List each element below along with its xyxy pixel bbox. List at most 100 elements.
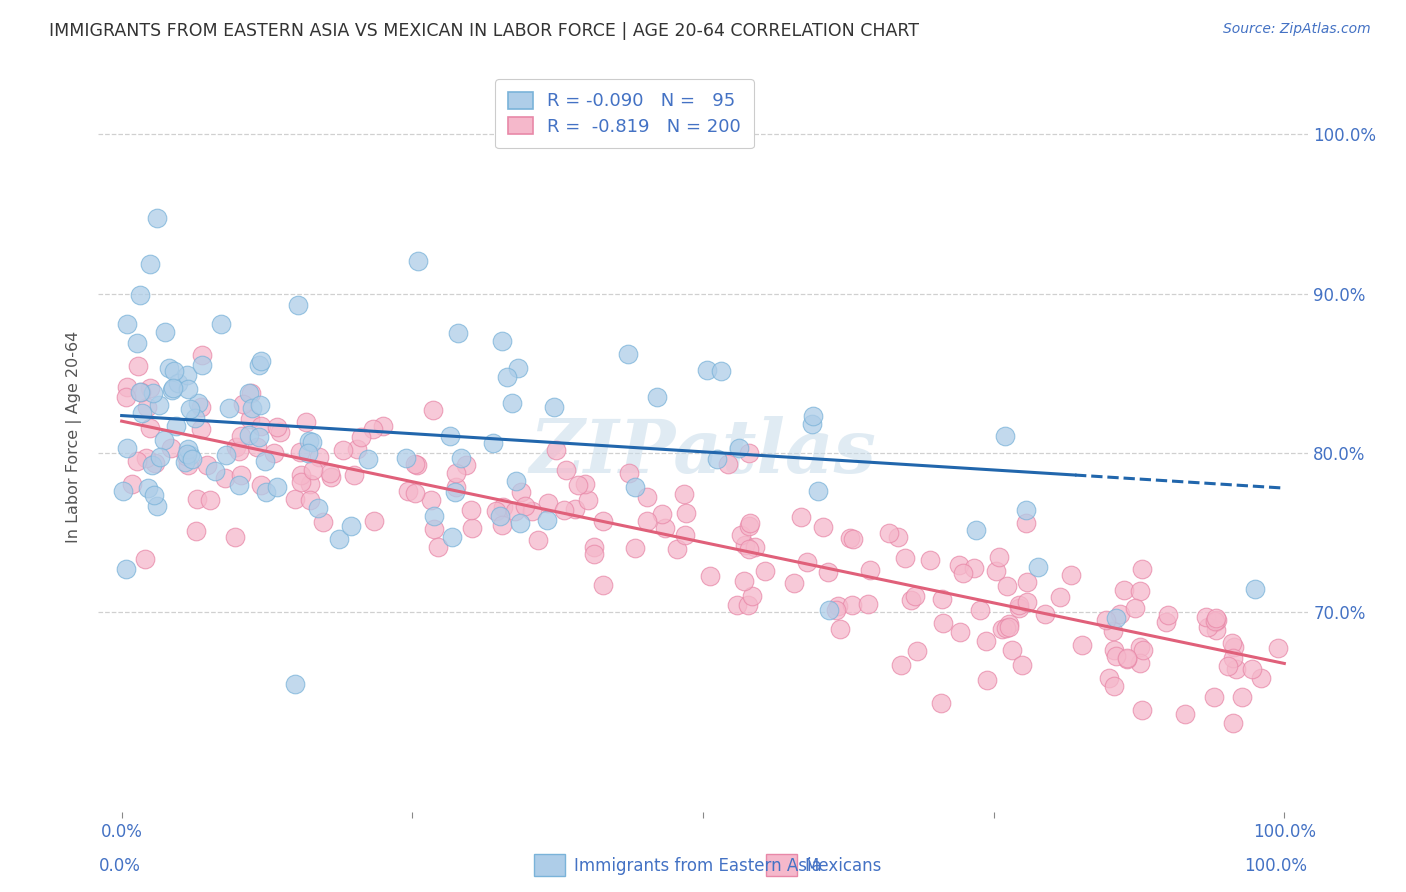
Point	[783, 575, 806, 590]
Point	[1222, 640, 1244, 654]
Point	[965, 523, 987, 537]
Point	[115, 442, 138, 456]
Point	[115, 318, 138, 332]
Point	[319, 466, 342, 480]
Point	[1071, 638, 1094, 652]
Point	[177, 382, 200, 396]
Point	[1129, 640, 1152, 654]
Point	[536, 512, 558, 526]
Point	[1154, 615, 1177, 630]
Point	[423, 523, 446, 537]
Point	[929, 696, 952, 710]
Point	[454, 458, 477, 472]
Point	[129, 384, 152, 399]
Point	[149, 450, 172, 464]
Point	[576, 493, 599, 508]
Point	[636, 514, 658, 528]
Point	[790, 510, 813, 524]
Point	[214, 471, 236, 485]
Point	[696, 363, 718, 377]
Point	[737, 518, 759, 533]
Point	[651, 507, 673, 521]
Point	[1060, 568, 1083, 582]
Point	[228, 478, 250, 492]
Point	[229, 468, 252, 483]
Point	[1157, 607, 1180, 622]
Point	[145, 211, 167, 225]
Point	[1026, 559, 1049, 574]
Point	[240, 401, 263, 416]
Point	[127, 359, 149, 373]
Text: 100.0%: 100.0%	[1244, 857, 1308, 875]
Point	[1132, 642, 1154, 657]
Point	[239, 411, 262, 425]
Point	[491, 518, 513, 533]
Point	[624, 480, 647, 494]
Point	[1001, 643, 1024, 657]
Point	[447, 326, 470, 340]
Legend: R = -0.090   N =   95, R =  -0.819   N = 200: R = -0.090 N = 95, R = -0.819 N = 200	[495, 79, 754, 148]
Point	[1205, 610, 1227, 624]
Point	[404, 458, 426, 472]
Point	[396, 483, 419, 498]
Point	[179, 448, 201, 462]
Point	[179, 401, 201, 416]
Point	[1105, 648, 1128, 663]
Point	[1204, 615, 1226, 629]
Point	[1225, 662, 1247, 676]
Point	[645, 390, 668, 404]
Point	[141, 458, 163, 472]
Point	[1105, 610, 1128, 624]
Point	[811, 520, 834, 534]
Point	[675, 506, 697, 520]
Point	[962, 561, 984, 575]
Point	[842, 532, 865, 546]
Point	[406, 458, 429, 472]
Point	[404, 485, 426, 500]
Point	[301, 435, 323, 450]
Point	[1218, 659, 1240, 673]
Point	[727, 598, 749, 612]
Point	[395, 450, 418, 465]
Point	[948, 558, 970, 572]
Point	[1114, 582, 1136, 597]
Point	[706, 452, 728, 467]
Point	[508, 361, 530, 376]
Point	[932, 616, 955, 631]
Point	[1194, 610, 1216, 624]
Point	[503, 504, 526, 518]
Point	[250, 477, 273, 491]
Point	[1011, 657, 1033, 672]
Point	[699, 569, 721, 583]
Point	[290, 475, 312, 490]
Point	[444, 480, 467, 494]
Point	[139, 381, 162, 395]
Point	[115, 390, 138, 404]
Point	[1204, 690, 1226, 704]
Point	[1204, 614, 1226, 628]
Point	[195, 458, 218, 472]
Point	[1102, 624, 1125, 638]
Point	[592, 578, 614, 592]
Point	[332, 442, 354, 457]
Point	[308, 450, 330, 464]
Point	[1130, 703, 1153, 717]
Point	[1102, 643, 1125, 657]
Point	[129, 287, 152, 301]
Point	[290, 444, 312, 458]
Point	[1250, 671, 1272, 685]
Point	[492, 500, 515, 514]
Point	[129, 385, 152, 400]
Point	[624, 541, 647, 556]
Point	[177, 458, 200, 473]
Point	[143, 456, 166, 470]
Point	[183, 410, 205, 425]
Point	[738, 446, 761, 460]
Point	[339, 519, 361, 533]
Point	[654, 521, 676, 535]
Point	[1240, 662, 1263, 676]
Point	[142, 488, 165, 502]
Point	[186, 524, 208, 538]
Point	[1174, 707, 1197, 722]
Point	[730, 528, 752, 542]
